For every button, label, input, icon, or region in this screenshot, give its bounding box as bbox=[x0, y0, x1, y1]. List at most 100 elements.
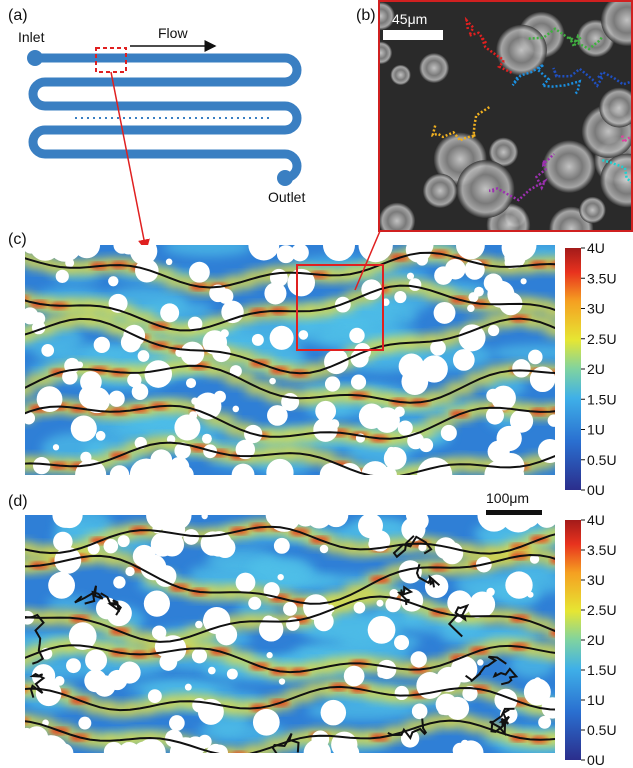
trajectory bbox=[25, 613, 45, 665]
obstacle bbox=[298, 330, 309, 340]
trajectory bbox=[25, 525, 555, 555]
colorbar-tick-label: 3.5U bbox=[587, 542, 617, 558]
edge bbox=[323, 515, 349, 528]
edge bbox=[52, 515, 79, 528]
obstacle bbox=[367, 615, 396, 644]
flow-field bbox=[247, 560, 307, 577]
obstacle bbox=[118, 661, 141, 684]
edge bbox=[118, 741, 141, 753]
panel-label: (a) bbox=[8, 7, 28, 24]
trajectory bbox=[396, 585, 414, 606]
obstacle bbox=[353, 601, 366, 614]
obstacle bbox=[120, 332, 141, 353]
obstacle bbox=[60, 551, 70, 561]
obstacle bbox=[469, 591, 496, 618]
obstacle bbox=[410, 651, 427, 668]
obstacle bbox=[266, 458, 294, 475]
obstacle bbox=[131, 383, 149, 400]
obstacle bbox=[154, 565, 177, 587]
channel bbox=[28, 53, 302, 183]
obstacle bbox=[166, 435, 176, 444]
obstacle bbox=[78, 716, 92, 730]
obstacle bbox=[538, 715, 552, 729]
trajectory bbox=[387, 718, 428, 741]
cell-track bbox=[511, 63, 582, 96]
obstacle bbox=[512, 359, 531, 378]
obstacle bbox=[188, 261, 210, 283]
obstacle bbox=[180, 341, 205, 366]
trajectory bbox=[415, 563, 441, 588]
edge bbox=[109, 465, 130, 475]
obstacle bbox=[235, 439, 256, 460]
edge bbox=[484, 460, 514, 475]
obstacle bbox=[76, 361, 84, 369]
cell bbox=[579, 196, 606, 224]
colorbar-tick-label: 1U bbox=[587, 422, 605, 438]
obstacle bbox=[324, 376, 341, 392]
obstacle bbox=[528, 349, 543, 365]
obstacle bbox=[235, 572, 256, 593]
obstacle bbox=[66, 658, 81, 674]
obstacle bbox=[283, 601, 298, 616]
trajectory bbox=[74, 585, 104, 605]
trajectory bbox=[100, 592, 122, 616]
obstacle bbox=[186, 378, 197, 389]
cell-track bbox=[488, 153, 555, 202]
obstacle bbox=[486, 388, 501, 403]
outlet bbox=[277, 170, 293, 186]
colorbar-tick-label: 1U bbox=[587, 692, 605, 708]
obstacle bbox=[257, 721, 267, 731]
obstacle bbox=[343, 665, 365, 687]
obstacle bbox=[434, 266, 453, 285]
obstacle bbox=[520, 278, 527, 285]
panel-label: (d) bbox=[8, 493, 28, 510]
obstacle bbox=[132, 544, 156, 568]
obstacle bbox=[434, 537, 457, 560]
cell bbox=[600, 153, 631, 208]
obstacle bbox=[329, 419, 340, 429]
edge bbox=[161, 515, 192, 531]
heatmap bbox=[25, 515, 555, 753]
obstacle bbox=[54, 675, 65, 686]
obstacle bbox=[174, 442, 191, 459]
edge bbox=[113, 245, 131, 254]
colorbar-tick-label: 1.5U bbox=[587, 391, 617, 407]
flow-field bbox=[163, 245, 253, 257]
trajectory bbox=[25, 595, 555, 643]
obstacle bbox=[535, 515, 555, 528]
obstacle bbox=[504, 256, 517, 269]
cell bbox=[390, 64, 411, 86]
obstacle bbox=[108, 390, 125, 407]
colorbar-tick-label: 1.5U bbox=[587, 662, 617, 678]
obstacle bbox=[291, 245, 309, 262]
zoom-arrow bbox=[110, 71, 150, 252]
edge bbox=[157, 461, 184, 475]
colorbar-tick-label: 2.5U bbox=[587, 331, 617, 347]
obstacle bbox=[93, 675, 116, 697]
obstacle bbox=[537, 439, 555, 463]
obstacle bbox=[70, 415, 97, 442]
colorbar bbox=[565, 520, 581, 760]
cell bbox=[456, 160, 515, 219]
obstacle bbox=[483, 273, 503, 293]
obstacle bbox=[394, 290, 407, 304]
obstacle bbox=[287, 268, 316, 297]
obstacle bbox=[165, 258, 173, 266]
obstacle bbox=[213, 390, 226, 403]
trajectory bbox=[25, 644, 555, 674]
obstacle bbox=[450, 656, 478, 683]
trajectory bbox=[25, 284, 555, 332]
obstacle bbox=[523, 678, 551, 706]
obstacle bbox=[418, 543, 427, 552]
obstacle bbox=[319, 544, 329, 554]
obstacle bbox=[438, 706, 447, 715]
cell bbox=[419, 53, 450, 84]
obstacle bbox=[547, 414, 555, 427]
obstacle bbox=[248, 596, 262, 610]
obstacle bbox=[117, 535, 130, 548]
obstacle bbox=[144, 360, 173, 388]
edge bbox=[417, 457, 453, 475]
obstacle bbox=[169, 715, 185, 731]
obstacle bbox=[201, 515, 208, 520]
zoom-box bbox=[95, 47, 127, 73]
